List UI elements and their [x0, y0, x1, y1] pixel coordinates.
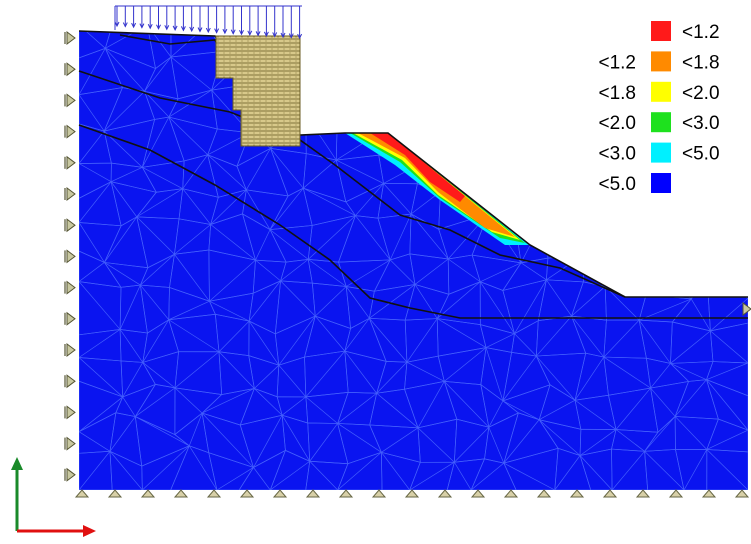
legend-entry: <5.0: [598, 173, 671, 195]
layer-boundary-2: [78, 124, 748, 319]
legend-entry: <1.2 <1.8: [598, 51, 720, 73]
contour-below-1-2: [370, 133, 465, 202]
legend-entry: <1.2: [651, 21, 720, 43]
legend-left-label: <3.0: [598, 144, 636, 165]
legend-right-label: <1.8: [682, 52, 720, 73]
distributed-load-icon: [114, 5, 303, 40]
legend-swatch: [651, 51, 671, 72]
retaining-wall: [215, 35, 301, 147]
legend-right-label: <1.2: [682, 22, 720, 43]
roller-support-icon: [64, 31, 751, 482]
legend-entry: <1.8 <2.0: [598, 81, 720, 104]
legend-left-label: <2.0: [598, 113, 636, 134]
legend-left-label: <1.8: [598, 83, 636, 104]
legend-swatch: [651, 142, 671, 163]
legend-right-label: <5.0: [682, 144, 720, 165]
legend-swatch: [651, 112, 671, 133]
pin-support-icon: [74, 489, 750, 498]
legend-swatch: [651, 173, 671, 193]
legend: <1.2 <1.2 <1.8 <1.8 <2.0 <2.0 <3.0 <3.0 <5.0 <5.0: [598, 21, 720, 195]
coordinate-axes-icon: [11, 457, 96, 537]
legend-right-label: <2.0: [682, 83, 720, 104]
legend-entry: <2.0 <3.0: [598, 112, 720, 134]
legend-left-label: <1.2: [598, 52, 636, 73]
safety-factor-contours: [345, 133, 530, 245]
legend-swatch: [651, 21, 671, 41]
legend-left-label: <5.0: [598, 174, 636, 195]
legend-entry: <3.0 <5.0: [598, 142, 720, 165]
legend-right-label: <3.0: [682, 113, 720, 134]
legend-swatch: [651, 81, 671, 102]
layer-boundary-1: [78, 70, 626, 298]
